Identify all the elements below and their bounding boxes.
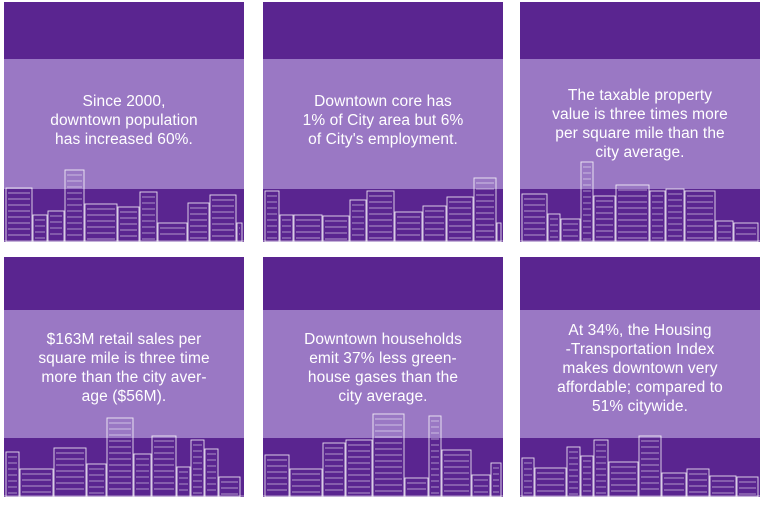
caption-line: square mile is three time [38, 350, 210, 367]
caption-line: 1% of City area but 6% [302, 112, 464, 129]
stat-card-employment: Downtown core has 1% of City area but 6%… [263, 2, 503, 242]
card-light-band [4, 310, 244, 438]
card-light-band [520, 59, 760, 189]
caption-line: has increased 60%. [55, 131, 193, 148]
city-skyline-icon [263, 413, 503, 497]
city-skyline-icon [263, 177, 503, 242]
card-caption: Since 2000, downtown population has incr… [12, 92, 236, 149]
stat-card-greenhouse-gases: Downtown households emit 37% less green-… [263, 257, 503, 497]
card-light-band [263, 310, 503, 438]
caption-line: city average. [338, 388, 428, 405]
card-light-band [4, 59, 244, 189]
card-light-band [520, 310, 760, 438]
caption-line: Since 2000, [82, 93, 166, 110]
caption-line: of City's employment. [308, 131, 458, 148]
caption-line: per square mile than the [555, 125, 725, 142]
caption-line: affordable; compared to [557, 379, 723, 396]
caption-line: -Transportation Index [565, 341, 715, 358]
caption-line: At 34%, the Housing [568, 322, 712, 339]
city-skyline-icon [4, 417, 244, 497]
caption-line: 51% citywide. [591, 398, 689, 415]
card-caption: Downtown core has 1% of City area but 6%… [271, 92, 495, 149]
caption-line: emit 37% less green- [309, 350, 457, 367]
caption-line: age ($56M). [81, 388, 167, 405]
card-caption: The taxable property value is three time… [528, 86, 752, 162]
card-caption: $163M retail sales per square mile is th… [12, 330, 236, 406]
caption-line: Downtown core has [314, 93, 452, 110]
city-skyline-icon [520, 161, 760, 242]
card-light-band [263, 59, 503, 189]
stat-card-property-value: The taxable property value is three time… [520, 2, 760, 242]
caption-line: $163M retail sales per [46, 331, 202, 348]
caption-line: Downtown households [304, 331, 462, 348]
stat-card-housing-transportation: At 34%, the Housing -Transportation Inde… [520, 257, 760, 497]
caption-line: house gases than the [307, 369, 459, 386]
caption-line: makes downtown very [562, 360, 718, 377]
caption-line: more than the city aver- [41, 369, 207, 386]
card-caption: Downtown households emit 37% less green-… [271, 330, 495, 406]
card-caption: At 34%, the Housing -Transportation Inde… [528, 321, 752, 416]
stat-card-population: Since 2000, downtown population has incr… [4, 2, 244, 242]
caption-line: The taxable property [567, 87, 713, 104]
stat-card-retail-sales: $163M retail sales per square mile is th… [4, 257, 244, 497]
city-skyline-icon [4, 169, 244, 242]
caption-line: value is three times more [552, 106, 728, 123]
caption-line: city average. [595, 144, 685, 161]
caption-line: downtown population [50, 112, 198, 129]
city-skyline-icon [520, 435, 760, 497]
